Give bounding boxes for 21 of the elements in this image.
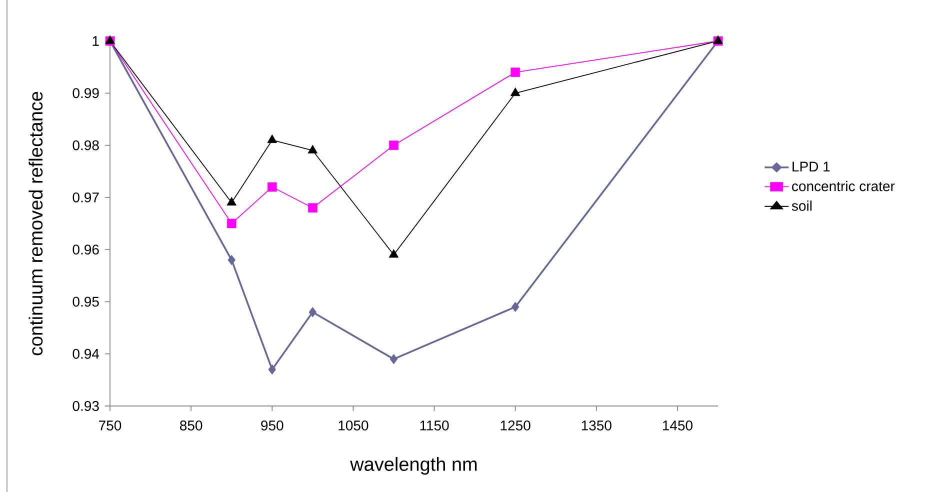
y-tick-label: 0.97 <box>72 192 99 202</box>
x-tick-label: 1350 <box>582 420 612 430</box>
y-tick-label: 0.96 <box>72 244 99 255</box>
y-tick-label: 0.93 <box>72 401 99 411</box>
legend-label: LPD 1 <box>792 162 830 172</box>
y-tick-label: 0.94 <box>72 348 100 359</box>
x-tick-label: 1250 <box>500 420 530 430</box>
x-axis-title: wavelength nm <box>350 456 477 475</box>
x-tick-label: 1150 <box>420 420 449 430</box>
legend-label: soil <box>792 200 812 211</box>
y-tick-label: 1 <box>92 36 99 46</box>
x-tick-label: 850 <box>180 420 202 430</box>
x-tick-label: 1050 <box>338 420 368 430</box>
x-tick-label: 950 <box>261 420 284 430</box>
y-tick-label: 0.99 <box>72 88 99 98</box>
y-axis-title: continuum removed reflectance <box>28 92 43 356</box>
legend-label: concentric crater <box>792 180 895 192</box>
y-tick-label: 0.98 <box>72 140 99 150</box>
x-tick-label: 750 <box>99 420 122 430</box>
x-tick-label: 1450 <box>662 420 692 430</box>
y-tick-label: 0.95 <box>72 296 99 307</box>
